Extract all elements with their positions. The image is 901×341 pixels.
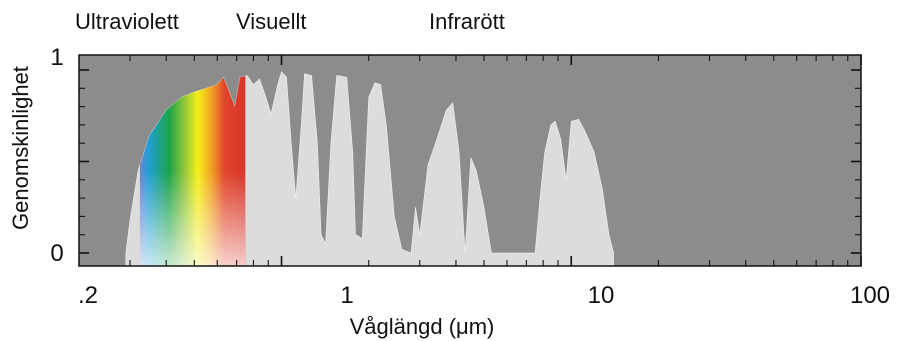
region-label-visible: Visuellt bbox=[236, 9, 307, 34]
region-label-ultraviolet: Ultraviolett bbox=[75, 9, 179, 34]
x-tick-label-0.2: .2 bbox=[78, 282, 98, 309]
visible-spectrum-band bbox=[139, 71, 246, 266]
region-label-infrared: Infrarött bbox=[429, 9, 505, 34]
x-tick-label-100: 100 bbox=[850, 282, 890, 309]
x-tick-label-10: 10 bbox=[588, 282, 615, 309]
y-tick-label-0: 0 bbox=[50, 240, 63, 267]
transmission-area bbox=[125, 71, 614, 266]
x-axis-label: Våglängd (μm) bbox=[350, 314, 495, 339]
y-axis-label: Genomskinlighet bbox=[8, 66, 33, 230]
x-tick-label-1: 1 bbox=[340, 282, 353, 309]
plot-frame bbox=[78, 54, 862, 267]
y-tick-label-1: 1 bbox=[50, 44, 63, 71]
